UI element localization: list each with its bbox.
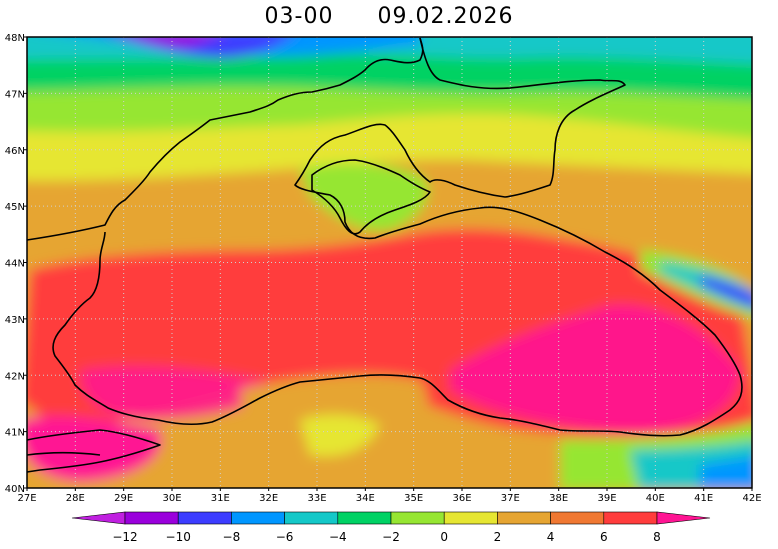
colorbar-swatch bbox=[231, 511, 285, 525]
colorbar-swatch bbox=[390, 511, 445, 525]
lat-tick-label: 43N bbox=[5, 315, 25, 326]
longitude-labels: 27E 28E 29E 30E 31E 32E 33E 34E 35E 36E 37E 38E 39E 4… bbox=[17, 488, 762, 504]
forecast-date: 09.02.2026 bbox=[377, 4, 514, 29]
colorbar-label: 2 bbox=[494, 530, 502, 544]
forecast-time: 03-00 bbox=[264, 4, 334, 29]
lon-tick-label: 40E bbox=[646, 493, 665, 504]
lon-tick-label: 32E bbox=[259, 493, 278, 504]
lon-tick-label: 35E bbox=[404, 493, 423, 504]
latitude-labels: 48N 47N 46N 45N 44N 43N 42N 41N 40N bbox=[5, 33, 27, 495]
lon-tick-label: 42E bbox=[742, 493, 761, 504]
colorbar-label: −12 bbox=[112, 530, 137, 544]
lat-tick-label: 44N bbox=[5, 259, 25, 270]
colorbar-label: −4 bbox=[329, 530, 347, 544]
lon-tick-label: 36E bbox=[452, 493, 471, 504]
colorbar-swatch bbox=[497, 511, 551, 525]
colorbar-label: 8 bbox=[653, 530, 661, 544]
lon-tick-label: 39E bbox=[597, 493, 616, 504]
lat-tick-label: 45N bbox=[5, 202, 25, 213]
colorbar-label: 4 bbox=[547, 530, 555, 544]
lon-tick-label: 31E bbox=[211, 493, 230, 504]
lat-lon-grid bbox=[27, 37, 752, 488]
coastline bbox=[26, 37, 743, 473]
colorbar-label: 6 bbox=[600, 530, 608, 544]
colorbar-swatch bbox=[124, 511, 179, 525]
lon-tick-label: 30E bbox=[162, 493, 181, 504]
lon-tick-label: 34E bbox=[356, 493, 375, 504]
lon-tick-label: 33E bbox=[307, 493, 326, 504]
map-title: 03-00 09.02.2026 bbox=[0, 4, 778, 29]
colorbar-swatch bbox=[550, 511, 605, 525]
colorbar-swatch bbox=[443, 511, 498, 525]
colorbar-over-arrow bbox=[656, 511, 711, 525]
colorbar-swatch bbox=[337, 511, 392, 525]
lon-tick-label: 37E bbox=[501, 493, 520, 504]
lat-tick-label: 46N bbox=[5, 146, 25, 157]
lon-tick-label: 29E bbox=[114, 493, 133, 504]
colorbar-label: −10 bbox=[166, 530, 191, 544]
colorbar-label: −8 bbox=[223, 530, 241, 544]
colorbar-swatch bbox=[284, 511, 339, 525]
colorbar: −12 −10 −8 −6 −4 −2 0 2 4 6 8 bbox=[71, 511, 711, 544]
lon-tick-label: 41E bbox=[694, 493, 713, 504]
lon-tick-label: 28E bbox=[66, 493, 85, 504]
colorbar-label: −2 bbox=[382, 530, 400, 544]
lon-tick-label: 27E bbox=[17, 493, 36, 504]
colorbar-swatch bbox=[603, 511, 658, 525]
colorbar-label: −6 bbox=[276, 530, 294, 544]
lat-tick-label: 41N bbox=[5, 428, 25, 439]
lat-tick-label: 40N bbox=[5, 484, 25, 495]
lon-tick-label: 38E bbox=[549, 493, 568, 504]
colorbar-label: 0 bbox=[440, 530, 448, 544]
lat-tick-label: 42N bbox=[5, 371, 25, 382]
lat-tick-label: 47N bbox=[5, 89, 25, 100]
lat-tick-label: 48N bbox=[5, 33, 25, 44]
colorbar-swatch bbox=[177, 511, 232, 525]
colorbar-under-arrow bbox=[71, 511, 126, 525]
